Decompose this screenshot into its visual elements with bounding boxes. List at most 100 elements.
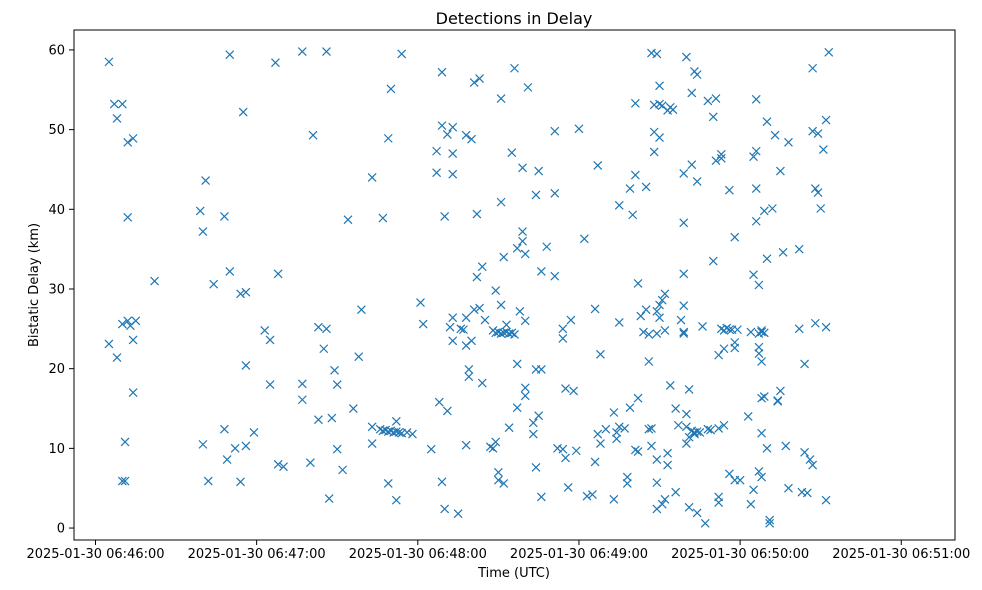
data-point	[515, 306, 525, 316]
data-point	[402, 427, 412, 437]
y-tick-label: 50	[48, 123, 65, 138]
data-point	[448, 149, 458, 158]
data-point	[644, 329, 654, 339]
data-point	[657, 499, 667, 509]
data-point	[821, 495, 831, 505]
x-tick-label: 2025-01-30 06:47:00	[188, 547, 326, 562]
data-point	[628, 210, 638, 220]
data-point	[225, 267, 235, 276]
data-point	[332, 444, 342, 454]
data-point	[671, 404, 681, 413]
data-point	[120, 437, 130, 447]
data-point	[813, 188, 823, 197]
data-point	[657, 295, 667, 305]
data-point	[800, 359, 810, 369]
data-point	[751, 146, 761, 156]
data-point	[770, 130, 780, 140]
data-point	[475, 74, 485, 84]
data-point	[684, 384, 694, 394]
points-layer	[104, 47, 834, 528]
data-point	[512, 403, 522, 413]
data-point	[579, 234, 589, 244]
data-point	[622, 478, 632, 488]
data-point	[469, 78, 479, 88]
data-point	[719, 420, 729, 430]
data-point	[475, 303, 485, 313]
x-tick-label: 2025-01-30 06:49:00	[510, 547, 648, 562]
data-point	[759, 392, 769, 401]
data-point	[660, 289, 670, 299]
data-point	[502, 320, 511, 330]
data-point	[590, 304, 600, 314]
data-point	[112, 353, 122, 362]
data-point	[322, 47, 331, 56]
data-point	[493, 475, 503, 485]
data-point	[714, 350, 724, 360]
y-axis: 0 10 20 30 40 50 60	[48, 43, 74, 537]
data-point	[488, 443, 498, 453]
data-point	[561, 453, 570, 463]
data-point	[794, 324, 804, 334]
data-point	[590, 457, 600, 467]
data-point	[120, 476, 130, 486]
data-point	[499, 478, 509, 488]
data-point	[641, 182, 651, 192]
data-point	[716, 149, 726, 159]
data-point	[647, 441, 656, 451]
data-point	[746, 499, 756, 509]
data-point	[195, 206, 205, 216]
data-point	[695, 427, 705, 437]
x-tick-label: 2025-01-30 06:51:00	[832, 547, 970, 562]
data-point	[757, 428, 767, 438]
data-point	[759, 328, 769, 338]
data-point	[493, 467, 503, 477]
data-point	[461, 313, 471, 323]
data-point	[679, 301, 689, 311]
data-point	[714, 424, 724, 433]
data-point	[711, 156, 721, 166]
data-point	[722, 323, 732, 333]
data-point	[383, 133, 393, 143]
data-point	[112, 114, 122, 123]
data-point	[236, 477, 245, 487]
data-point	[671, 487, 681, 497]
data-point	[198, 439, 208, 449]
data-point	[448, 169, 458, 179]
data-point	[128, 335, 138, 345]
data-point	[703, 424, 713, 434]
data-point	[348, 404, 358, 413]
data-point	[461, 130, 471, 140]
data-point	[440, 212, 450, 221]
data-point	[531, 190, 541, 200]
data-point	[687, 160, 697, 170]
data-point	[681, 439, 691, 449]
data-point	[531, 463, 541, 472]
data-point	[477, 378, 487, 388]
data-point	[491, 437, 501, 447]
data-point	[550, 271, 560, 281]
data-point	[477, 262, 487, 272]
data-point	[123, 316, 133, 326]
data-point	[131, 316, 141, 326]
data-point	[813, 129, 823, 139]
data-point	[679, 169, 689, 178]
data-point	[442, 406, 452, 416]
data-point	[762, 443, 772, 453]
data-point	[794, 244, 804, 254]
x-axis-title: Time (UTC)	[477, 566, 550, 581]
data-point	[550, 126, 560, 136]
data-point	[655, 81, 664, 91]
data-point	[808, 63, 818, 73]
data-point	[749, 485, 758, 495]
data-point	[609, 494, 619, 504]
data-point	[104, 339, 114, 349]
data-point	[749, 270, 758, 280]
data-point	[612, 427, 621, 437]
data-point	[109, 99, 119, 109]
data-point	[652, 455, 662, 464]
data-point	[469, 305, 479, 315]
data-point	[467, 134, 476, 144]
data-point	[810, 184, 820, 194]
data-point	[520, 391, 530, 401]
data-point	[687, 88, 697, 98]
